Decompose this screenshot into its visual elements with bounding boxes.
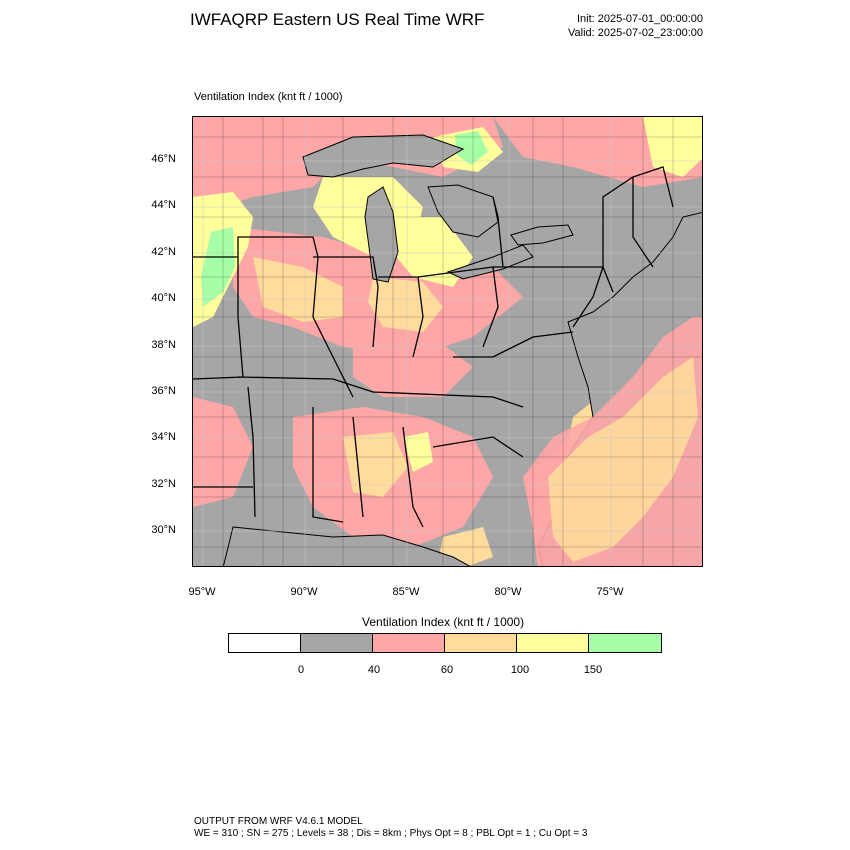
colorbar-label-150: 150 [583, 664, 603, 676]
lat-label-44n: 44°N [151, 199, 176, 211]
lon-label-85w: 85°W [392, 586, 420, 598]
colorbar-title: Ventilation Index (knt ft / 1000) [362, 615, 525, 629]
lat-label-42n: 42°N [151, 246, 176, 258]
colorbar-swatch-150-plus [589, 634, 661, 652]
lon-label-90w: 90°W [290, 586, 318, 598]
plot-title: IWFAQRP Eastern US Real Time WRF [190, 10, 485, 29]
colorbar-swatch-0-40 [301, 634, 373, 652]
county-boundaries [193, 117, 702, 566]
lon-label-95w: 95°W [188, 586, 216, 598]
lat-label-30n: 30°N [151, 524, 176, 536]
lon-label-75w: 75°W [596, 586, 624, 598]
colorbar-label-0: 0 [297, 664, 305, 676]
colorbar-swatch-40-60 [373, 634, 445, 652]
lon-label-80w: 80°W [494, 586, 522, 598]
lat-label-36n: 36°N [151, 385, 176, 397]
colorbar-label-40: 40 [367, 664, 381, 676]
model-info-line2: WE = 310 ; SN = 275 ; Levels = 38 ; Dis … [194, 828, 588, 839]
colorbar-label-60: 60 [440, 664, 454, 676]
field-label: Ventilation Index (knt ft / 1000) [194, 91, 343, 103]
graticule [193, 117, 702, 566]
offshore-plume-core [548, 357, 698, 562]
init-time: Init: 2025-07-01_00:00:00 [577, 13, 703, 25]
lat-label-38n: 38°N [151, 339, 176, 351]
colorbar-swatch-100-150 [517, 634, 589, 652]
valid-time: Valid: 2025-07-02_23:00:00 [568, 27, 703, 39]
colorbar-swatch-below-0 [229, 634, 301, 652]
lat-label-34n: 34°N [151, 431, 176, 443]
colorbar-label-100: 100 [510, 664, 530, 676]
map-panel [192, 116, 703, 567]
colorbar [228, 633, 662, 653]
lat-label-40n: 40°N [151, 292, 176, 304]
colorbar-swatch-60-100 [445, 634, 517, 652]
lat-label-32n: 32°N [151, 478, 176, 490]
model-info-line1: OUTPUT FROM WRF V4.6.1 MODEL [194, 816, 363, 827]
zone-150-plus [201, 131, 488, 307]
map-svg [193, 117, 702, 566]
lat-label-46n: 46°N [151, 153, 176, 165]
